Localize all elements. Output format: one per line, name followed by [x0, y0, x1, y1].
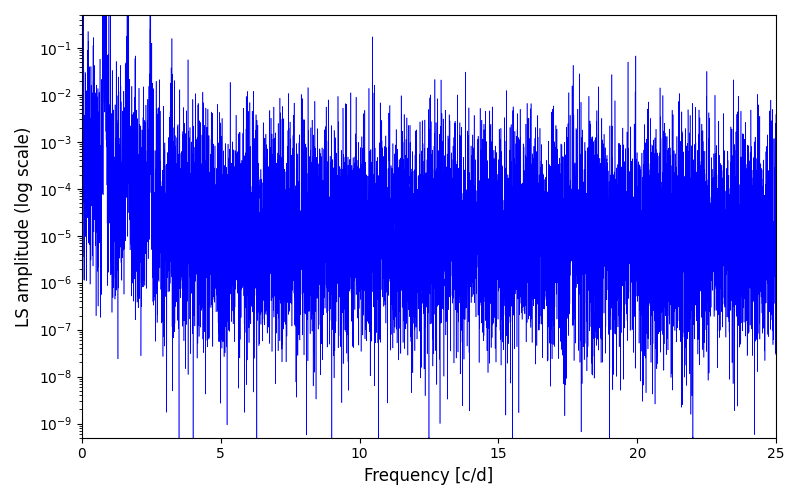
X-axis label: Frequency [c/d]: Frequency [c/d]: [364, 467, 494, 485]
Y-axis label: LS amplitude (log scale): LS amplitude (log scale): [15, 126, 33, 326]
